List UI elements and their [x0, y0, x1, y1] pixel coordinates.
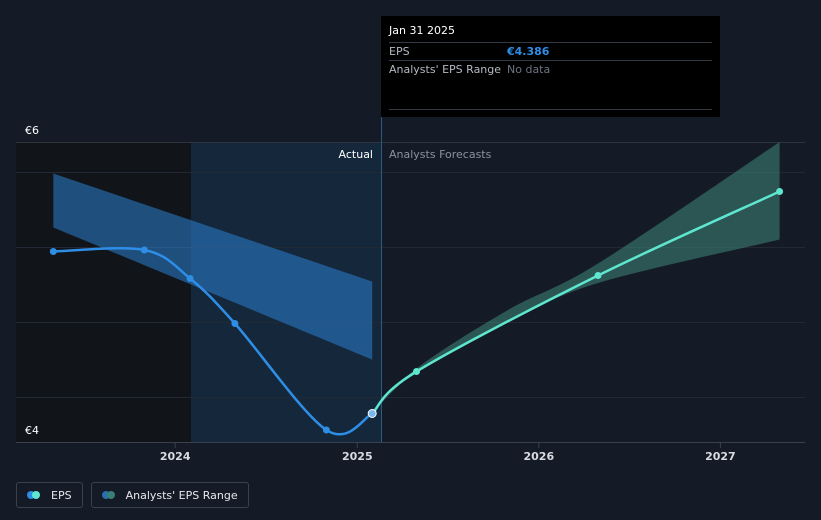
x-tick-label: 2026: [523, 450, 554, 463]
y-tick-label: €6: [25, 124, 39, 137]
eps-point[interactable]: [594, 272, 602, 279]
eps-point[interactable]: [413, 368, 420, 375]
x-tick-label: 2024: [160, 450, 191, 463]
eps-line-actual: [53, 247, 373, 436]
x-tick-label: 2025: [342, 450, 373, 463]
legend-label: EPS: [51, 488, 72, 502]
eps-point[interactable]: [776, 188, 784, 195]
eps-line-forecast: [371, 190, 781, 415]
tooltip-row-eps: EPS €4.386: [389, 42, 712, 60]
y-tick-label: €4: [25, 424, 39, 437]
tooltip-row-range: Analysts' EPS Range No data: [389, 60, 712, 78]
eps-point[interactable]: [367, 409, 377, 418]
region-label-forecast: Analysts Forecasts: [389, 148, 492, 161]
legend-label: Analysts' EPS Range: [125, 488, 238, 502]
region-label-actual: Actual: [339, 148, 373, 161]
tooltip-value: No data: [507, 63, 551, 76]
eps-point[interactable]: [322, 426, 330, 434]
legend-item-eps[interactable]: EPS: [16, 482, 83, 508]
eps-range-band-forecast: [372, 142, 780, 414]
eps-range-band-actual: [53, 173, 373, 360]
eps-point[interactable]: [140, 246, 148, 254]
tooltip-value: €4.386: [507, 45, 550, 58]
tooltip-divider: [389, 109, 712, 110]
legend: EPS Analysts' EPS Range: [16, 482, 249, 508]
eps-point[interactable]: [49, 248, 57, 255]
eps-point[interactable]: [231, 320, 239, 327]
legend-item-eps-range[interactable]: Analysts' EPS Range: [90, 482, 249, 508]
tooltip-date: Jan 31 2025: [389, 24, 455, 37]
tooltip: Jan 31 2025 EPS €4.386 Analysts' EPS Ran…: [381, 16, 720, 117]
eps-swatch-icon: [27, 491, 43, 499]
x-tick-label: 2027: [705, 450, 736, 463]
tooltip-label: EPS: [389, 45, 410, 58]
tooltip-label: Analysts' EPS Range: [389, 63, 502, 76]
range-swatch-icon: [101, 491, 118, 499]
eps-chart: Actual Analysts Forecasts €6 €4 2024 2025 2…: [16, 117, 805, 463]
eps-point[interactable]: [186, 275, 194, 282]
